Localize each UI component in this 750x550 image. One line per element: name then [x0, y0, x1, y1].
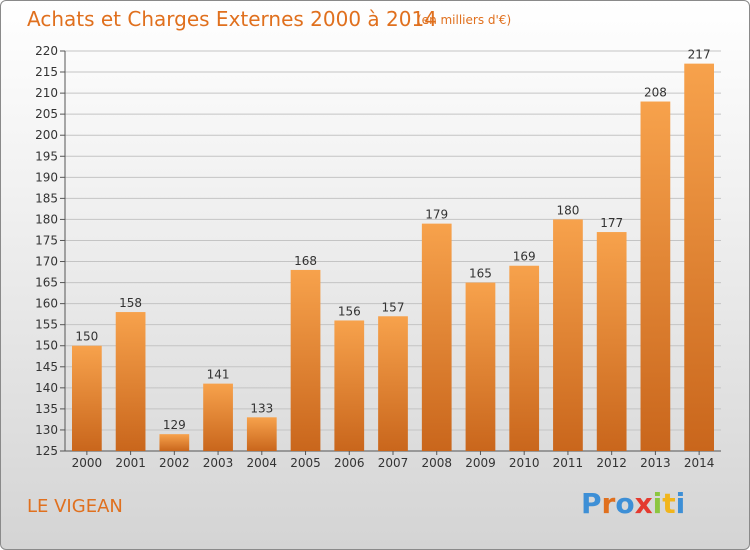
y-tick-label: 125: [35, 444, 58, 458]
x-tick-label: 2002: [159, 456, 190, 470]
data-label: 169: [513, 250, 536, 264]
logo-letter: o: [615, 487, 635, 520]
x-tick-label: 2003: [203, 456, 234, 470]
data-label: 165: [469, 267, 492, 281]
y-tick-label: 215: [35, 65, 58, 79]
x-tick-label: 2013: [640, 456, 671, 470]
y-tick-label: 140: [35, 381, 58, 395]
y-tick-label: 210: [35, 86, 58, 100]
x-tick-label: 2006: [334, 456, 365, 470]
data-label: 179: [425, 208, 448, 222]
bar-2006: [334, 320, 365, 451]
data-label: 177: [600, 216, 623, 230]
bar-2001: [115, 312, 146, 451]
bar-2011: [553, 219, 583, 451]
y-tick-label: 155: [35, 318, 58, 332]
data-label: 157: [382, 300, 405, 314]
bar-2008: [421, 223, 452, 451]
y-tick-label: 160: [35, 297, 58, 311]
x-tick-label: 2004: [247, 456, 278, 470]
bar-2012: [596, 232, 627, 451]
commune-name: LE VIGEAN: [27, 496, 123, 517]
bar-2002: [159, 434, 190, 451]
y-tick-label: 165: [35, 276, 58, 290]
data-label: 158: [119, 296, 142, 310]
x-tick-label: 2007: [378, 456, 409, 470]
y-tick-label: 130: [35, 423, 58, 437]
y-tick-label: 195: [35, 149, 58, 163]
x-tick-label: 2010: [509, 456, 540, 470]
data-label: 129: [163, 418, 186, 432]
y-tick-label: 145: [35, 360, 58, 374]
data-label: 168: [294, 254, 317, 268]
bars: [71, 63, 715, 452]
bar-2003: [203, 383, 233, 451]
data-label: 141: [207, 368, 230, 382]
y-tick-label: 180: [35, 212, 58, 226]
data-label: 180: [556, 203, 579, 217]
y-tick-label: 175: [35, 233, 58, 247]
data-label: 208: [644, 86, 667, 100]
bar-2005: [290, 269, 321, 451]
logo-letter: r: [601, 487, 616, 520]
logo-letter: i: [652, 487, 663, 520]
y-tick-label: 200: [35, 128, 58, 142]
y-tick-label: 190: [35, 170, 58, 184]
x-tick-label: 2008: [421, 456, 452, 470]
x-tick-label: 2012: [596, 456, 627, 470]
bar-2000: [71, 345, 102, 451]
chart-title: Achats et Charges Externes 2000 à 2014: [27, 7, 437, 31]
x-tick-label: 2001: [115, 456, 146, 470]
chart-unit: (en milliers d'€): [417, 13, 512, 27]
x-tick-label: 2000: [72, 456, 103, 470]
bar-2013: [640, 101, 671, 452]
proxiti-logo[interactable]: Proxiti: [581, 487, 685, 520]
x-tick-label: 2011: [553, 456, 584, 470]
bar-2009: [465, 282, 496, 451]
bar-2014: [684, 63, 715, 451]
logo-letter: i: [675, 487, 686, 520]
bar-2007: [378, 316, 408, 451]
logo-letter: x: [634, 487, 653, 520]
y-tick-label: 135: [35, 402, 58, 416]
x-tick-label: 2014: [684, 456, 715, 470]
y-tick-label: 205: [35, 107, 58, 121]
y-tick-label: 170: [35, 255, 58, 269]
data-label: 133: [250, 401, 273, 415]
y-tick-label: 185: [35, 191, 58, 205]
y-tick-label: 150: [35, 339, 58, 353]
labels: 125 130 135 140 145 150 155 160 165 170 175 180 185 1…: [35, 44, 714, 470]
bar-2004: [246, 417, 277, 451]
data-label: 150: [75, 330, 98, 344]
x-tick-label: 2005: [290, 456, 321, 470]
data-label: 217: [688, 48, 711, 62]
logo-letter: t: [662, 487, 676, 520]
logo-letter: P: [581, 487, 602, 520]
x-tick-label: 2009: [465, 456, 496, 470]
data-label: 156: [338, 304, 361, 318]
bar-2010: [509, 265, 540, 451]
y-tick-label: 220: [35, 44, 58, 58]
